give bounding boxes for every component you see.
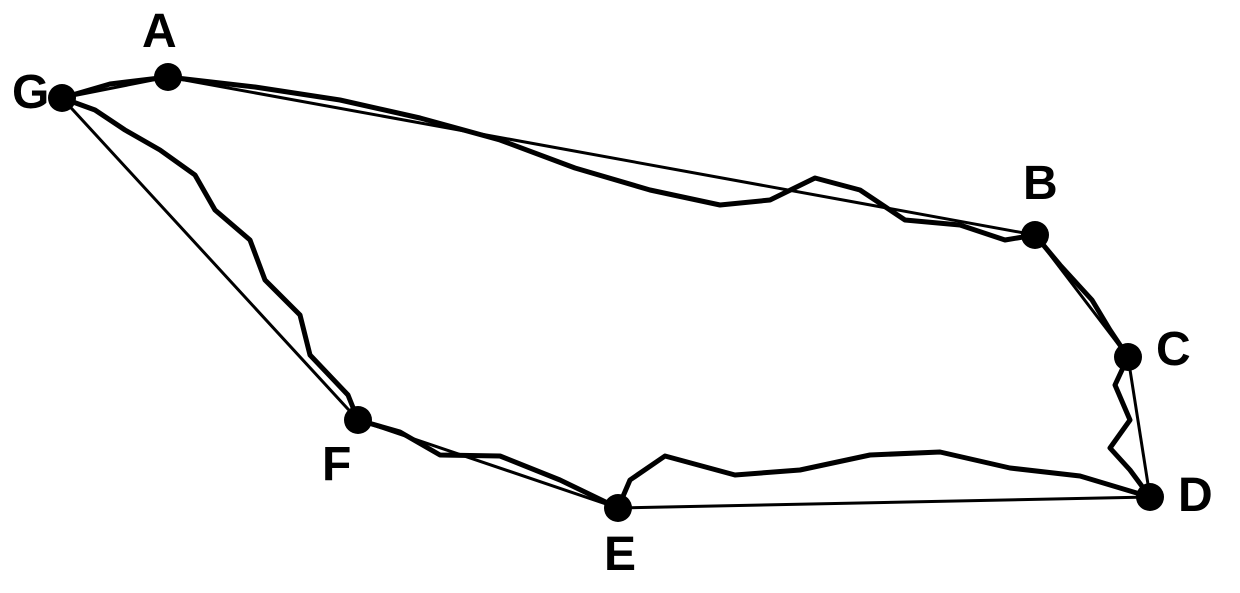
node-e <box>604 494 632 522</box>
node-a <box>154 63 182 91</box>
hull-edge-A-B <box>168 77 1035 235</box>
irregular-contour <box>62 77 1150 508</box>
label-e: E <box>604 528 636 581</box>
label-a: A <box>142 5 177 58</box>
hull-edge-D-E <box>618 497 1150 508</box>
label-d: D <box>1178 469 1213 522</box>
hull-edge-F-G <box>62 98 358 420</box>
node-f <box>344 406 372 434</box>
nodes-layer <box>48 63 1164 522</box>
hull-edge-C-D <box>1128 357 1150 497</box>
label-f: F <box>322 438 351 491</box>
node-g <box>48 84 76 112</box>
labels-layer: A B C D E F G <box>12 5 1213 581</box>
label-g: G <box>12 66 49 119</box>
diagram-canvas: A B C D E F G <box>0 0 1240 593</box>
edges-layer <box>62 77 1150 508</box>
label-c: C <box>1156 323 1191 376</box>
node-b <box>1021 221 1049 249</box>
contour-layer <box>62 77 1150 508</box>
node-d <box>1136 483 1164 511</box>
label-b: B <box>1023 157 1058 210</box>
node-c <box>1114 343 1142 371</box>
